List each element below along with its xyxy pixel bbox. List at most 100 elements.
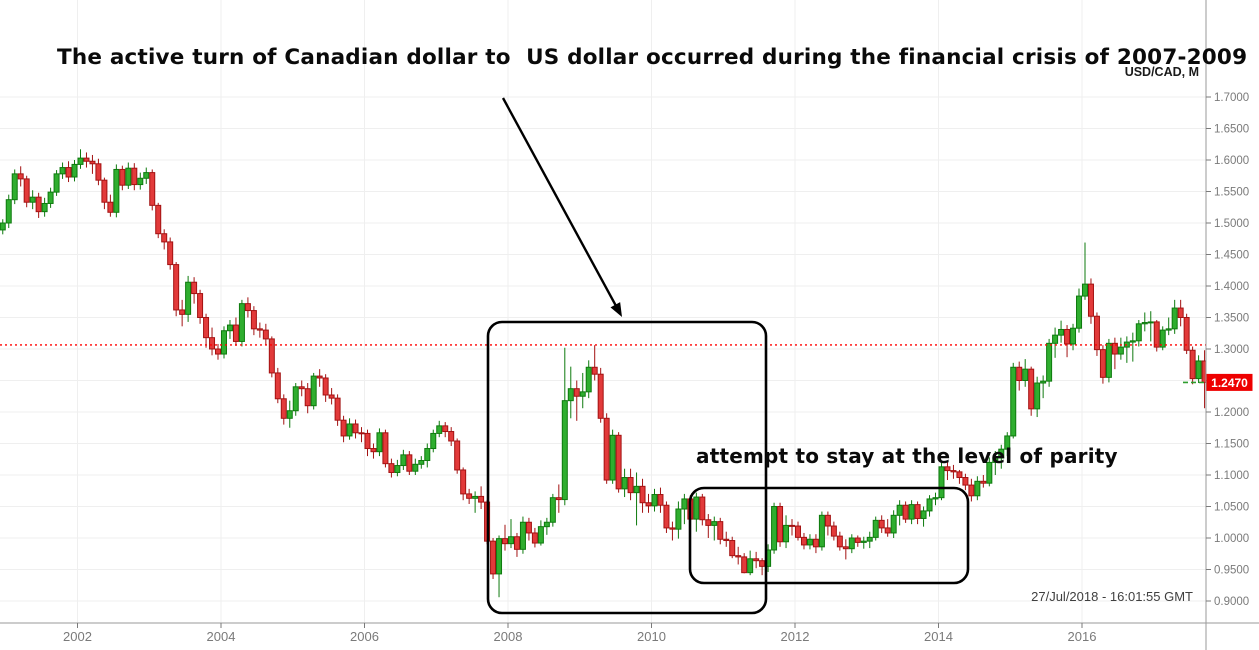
candle-body [442, 425, 449, 433]
x-tick-label: 2012 [781, 629, 810, 644]
y-tick-label: 1.2000 [1214, 407, 1249, 419]
arrow-head-icon [610, 302, 622, 317]
x-tick-label: 2004 [207, 629, 236, 644]
candle-body [1159, 329, 1166, 348]
candle-body [1105, 342, 1112, 378]
candle-body [262, 329, 269, 340]
candle-body [5, 199, 12, 224]
candle-body [1022, 368, 1029, 382]
candle-body [1099, 349, 1106, 378]
candle-body [1087, 283, 1094, 317]
candle-body [854, 537, 861, 543]
candle-body [17, 173, 24, 180]
candle-body [741, 556, 748, 574]
candle-body [980, 480, 987, 484]
x-tick-label: 2006 [350, 629, 379, 644]
candle-body [777, 506, 784, 543]
candle-body [220, 330, 227, 355]
candle-body [119, 168, 126, 186]
candle-body [573, 388, 580, 397]
candle-body [1195, 360, 1202, 380]
candle-body [830, 525, 837, 537]
candle-body [197, 293, 204, 318]
candle-body [1004, 435, 1011, 450]
candle-body [131, 167, 138, 186]
y-tick-label: 1.3500 [1214, 313, 1249, 325]
x-tick-label: 2002 [63, 629, 92, 644]
candle-body [304, 388, 311, 407]
candle-body [806, 538, 813, 546]
y-tick-label: 1.5500 [1214, 187, 1249, 199]
candles [0, 149, 1206, 598]
candle-body [1046, 342, 1053, 382]
candle-body [53, 173, 60, 193]
candle-body [1135, 323, 1142, 342]
candle-body [286, 410, 293, 419]
candle-body [783, 524, 790, 543]
candle-body [292, 386, 299, 412]
y-tick-label: 1.0500 [1214, 502, 1249, 514]
candle-body [974, 480, 981, 497]
candle-body [238, 303, 245, 342]
candle-body [65, 167, 72, 178]
candle-body [412, 463, 419, 472]
candle-body [1165, 328, 1172, 331]
candle-body [11, 173, 18, 201]
candle-body [842, 546, 849, 550]
candle-body [890, 514, 897, 534]
time-axis: 2002 2004 2006 2008 2010 2012 2014 2016 [63, 623, 1096, 644]
candle-body [352, 423, 359, 434]
candle-body [705, 519, 712, 526]
candle-body [818, 514, 825, 548]
candle-body [794, 525, 801, 538]
candle-body [107, 201, 114, 213]
candle-body [167, 241, 174, 266]
candle-body [878, 519, 885, 529]
price-tag-label: 1.2470 [1211, 376, 1248, 390]
candle-body [926, 498, 933, 512]
candle-body [621, 477, 628, 490]
candle-body [669, 527, 676, 530]
candle-body [47, 191, 54, 204]
candle-body [759, 560, 766, 567]
candle-body [35, 196, 42, 213]
candle-body [113, 168, 120, 213]
candle-body [549, 497, 556, 523]
candle-body [591, 366, 598, 375]
candle-body [531, 532, 538, 544]
candle-body [400, 454, 407, 467]
candle-body [525, 521, 532, 534]
candle-body [310, 375, 317, 407]
candle-body [866, 536, 873, 542]
candle-body [747, 558, 754, 574]
candle-body [579, 391, 586, 397]
candle-body [1052, 334, 1059, 344]
candle-body [1034, 382, 1041, 410]
candle-body [59, 167, 66, 175]
candle-body [872, 519, 879, 538]
candle-body [627, 477, 634, 494]
candle-body [502, 538, 509, 545]
candle-body [1141, 322, 1148, 325]
candle-body [836, 535, 843, 548]
y-tick-label: 1.6500 [1214, 124, 1249, 136]
candle-body [155, 204, 162, 235]
candle-body [137, 177, 144, 186]
y-tick-label: 1.4000 [1214, 281, 1249, 293]
candle-body [896, 504, 903, 516]
candle-body [1093, 315, 1100, 351]
candle-body [932, 497, 939, 500]
candle-body [203, 317, 210, 339]
candle-body [280, 398, 287, 419]
candle-body [173, 264, 180, 311]
candle-body [490, 540, 497, 575]
candle-body [89, 160, 96, 165]
parity-annotation: attempt to stay at the level of parity [696, 444, 1118, 468]
candle-body [226, 324, 233, 332]
candle-body [83, 157, 90, 162]
candle-body [436, 425, 443, 434]
candle-body [1153, 321, 1160, 348]
candle-body [191, 281, 198, 295]
candle-body [723, 538, 730, 542]
candle-body [657, 494, 664, 506]
